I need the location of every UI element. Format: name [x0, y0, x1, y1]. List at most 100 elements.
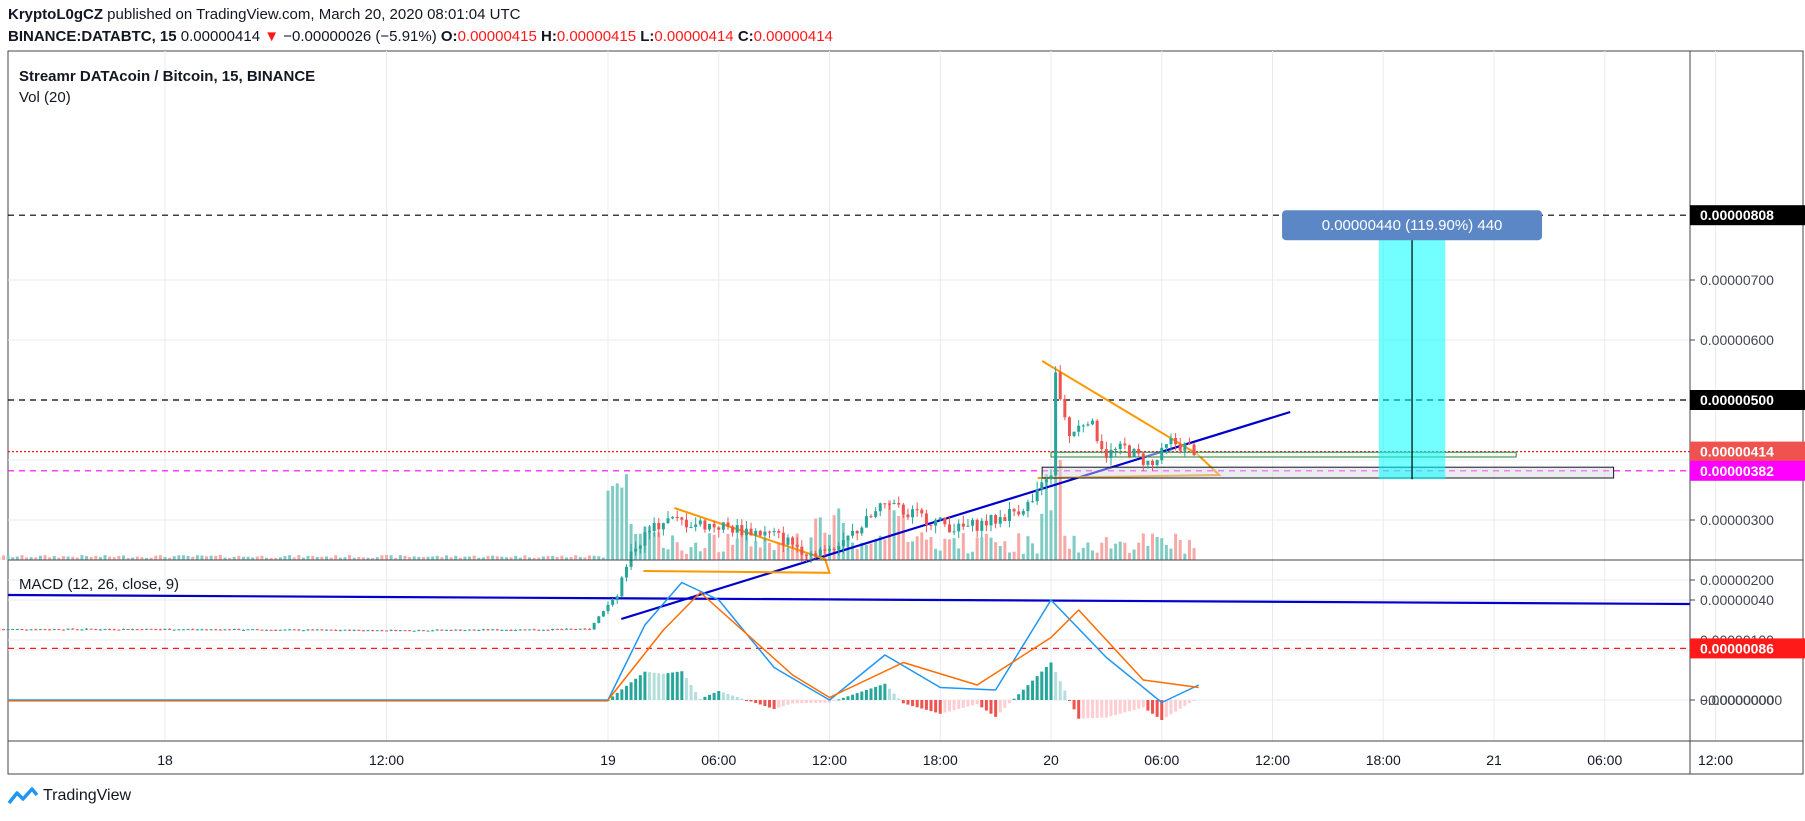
publish-info: published on TradingView.com, March 20, …	[107, 6, 521, 23]
volume-bar	[832, 515, 836, 560]
volume-bar	[398, 555, 402, 560]
volume-bar	[135, 556, 139, 560]
macd-histogram-bar	[906, 700, 910, 705]
candle-body	[1100, 441, 1104, 450]
candle-body	[29, 629, 33, 631]
candle-body	[855, 530, 859, 534]
candle-body	[915, 509, 919, 511]
author-name[interactable]: KryptoL0gCZ	[8, 6, 103, 23]
volume-bar	[251, 557, 255, 560]
time-tick-label: 18:00	[923, 752, 958, 768]
volume-bar	[546, 555, 550, 560]
volume-bar	[361, 557, 365, 560]
horizontal-trendline	[7, 593, 1691, 606]
volume-bar	[1137, 542, 1141, 560]
axis-price-tag-label: 0.00000500	[1700, 392, 1774, 408]
macd-histogram-bar	[947, 700, 951, 712]
candle-body	[560, 629, 564, 631]
macd-histogram-bar	[1151, 700, 1155, 714]
macd-line	[607, 581, 1200, 704]
volume-bar	[269, 557, 273, 560]
volume-bar	[449, 557, 453, 560]
candle-body	[444, 629, 448, 631]
candle-body	[615, 596, 619, 601]
candle-body	[149, 628, 153, 630]
volume-bar	[278, 557, 282, 560]
candle-body	[311, 629, 315, 631]
volume-bar	[671, 535, 675, 560]
volume-bar	[472, 555, 476, 560]
volume-bar	[897, 516, 901, 560]
candle-body	[638, 545, 642, 549]
macd-pane	[8, 581, 1200, 720]
candle-body	[43, 629, 47, 631]
volume-bar	[412, 556, 416, 560]
volume-bar	[29, 557, 33, 560]
candle-body	[191, 629, 195, 631]
volume-bar	[112, 557, 116, 560]
volume-bar	[689, 547, 693, 560]
candle-body	[412, 630, 416, 632]
time-tick-label: 12:00	[1698, 752, 1733, 768]
volume-bar	[1021, 553, 1025, 560]
candle-body	[708, 523, 712, 530]
measure-label-box	[1282, 210, 1543, 241]
macd-histogram-bar	[1081, 700, 1085, 719]
macd-histogram-bar	[772, 700, 776, 709]
candle-body	[1187, 443, 1191, 445]
volume-bar	[592, 555, 596, 560]
volume-bar	[1095, 552, 1099, 560]
volume-bar	[726, 533, 730, 560]
macd-histogram-bar	[648, 672, 652, 700]
volume-bar	[791, 544, 795, 560]
candle-body	[583, 628, 587, 630]
candle-body	[246, 629, 250, 631]
volume-bar	[228, 557, 232, 560]
candle-body	[477, 629, 481, 631]
candle-body	[80, 629, 84, 631]
macd-histogram-bar	[998, 700, 1002, 713]
candle-body	[214, 629, 218, 631]
candle-body	[920, 509, 924, 514]
candle-body	[1049, 475, 1053, 480]
volume-bar	[98, 556, 102, 560]
volume-bar	[320, 556, 324, 560]
candle-body	[241, 629, 245, 631]
volume-bar	[246, 556, 250, 560]
volume-bar	[145, 557, 149, 560]
macd-histogram-bar	[804, 700, 808, 704]
candle-body	[486, 629, 490, 631]
volume-bar	[1063, 535, 1067, 560]
volume-bar	[1017, 533, 1021, 560]
consolidation-box-upper	[1050, 451, 1517, 458]
volume-bar	[454, 555, 458, 560]
volume-bar	[154, 555, 158, 560]
volume-bar	[315, 556, 319, 560]
macd-histogram-bar	[860, 691, 864, 700]
candle-body	[564, 628, 568, 630]
candle-body	[703, 520, 707, 530]
candle-body	[145, 628, 149, 630]
volume-bar	[518, 557, 522, 560]
macd-histogram-bar	[887, 688, 891, 700]
macd-histogram-bar	[1160, 700, 1164, 720]
tradingview-footer[interactable]: TradingView	[8, 786, 131, 806]
macd-histogram-bar	[781, 700, 785, 707]
volume-bar	[80, 555, 84, 560]
candle-body	[1021, 511, 1025, 515]
candle-body	[588, 628, 592, 630]
candle-body	[528, 629, 532, 631]
candle-body	[555, 628, 559, 630]
candle-body	[85, 628, 89, 630]
volume-bar	[952, 538, 956, 560]
symbol-label: BINANCE:DATABTC, 15	[8, 28, 177, 45]
candle-body	[1026, 501, 1030, 512]
candle-body	[541, 629, 545, 631]
candle-body	[163, 628, 167, 630]
volume-bar	[491, 555, 495, 560]
volume-bar	[971, 551, 975, 560]
volume-bar	[624, 474, 628, 560]
candle-body	[15, 628, 19, 630]
macd-histogram-bar	[1007, 700, 1011, 704]
